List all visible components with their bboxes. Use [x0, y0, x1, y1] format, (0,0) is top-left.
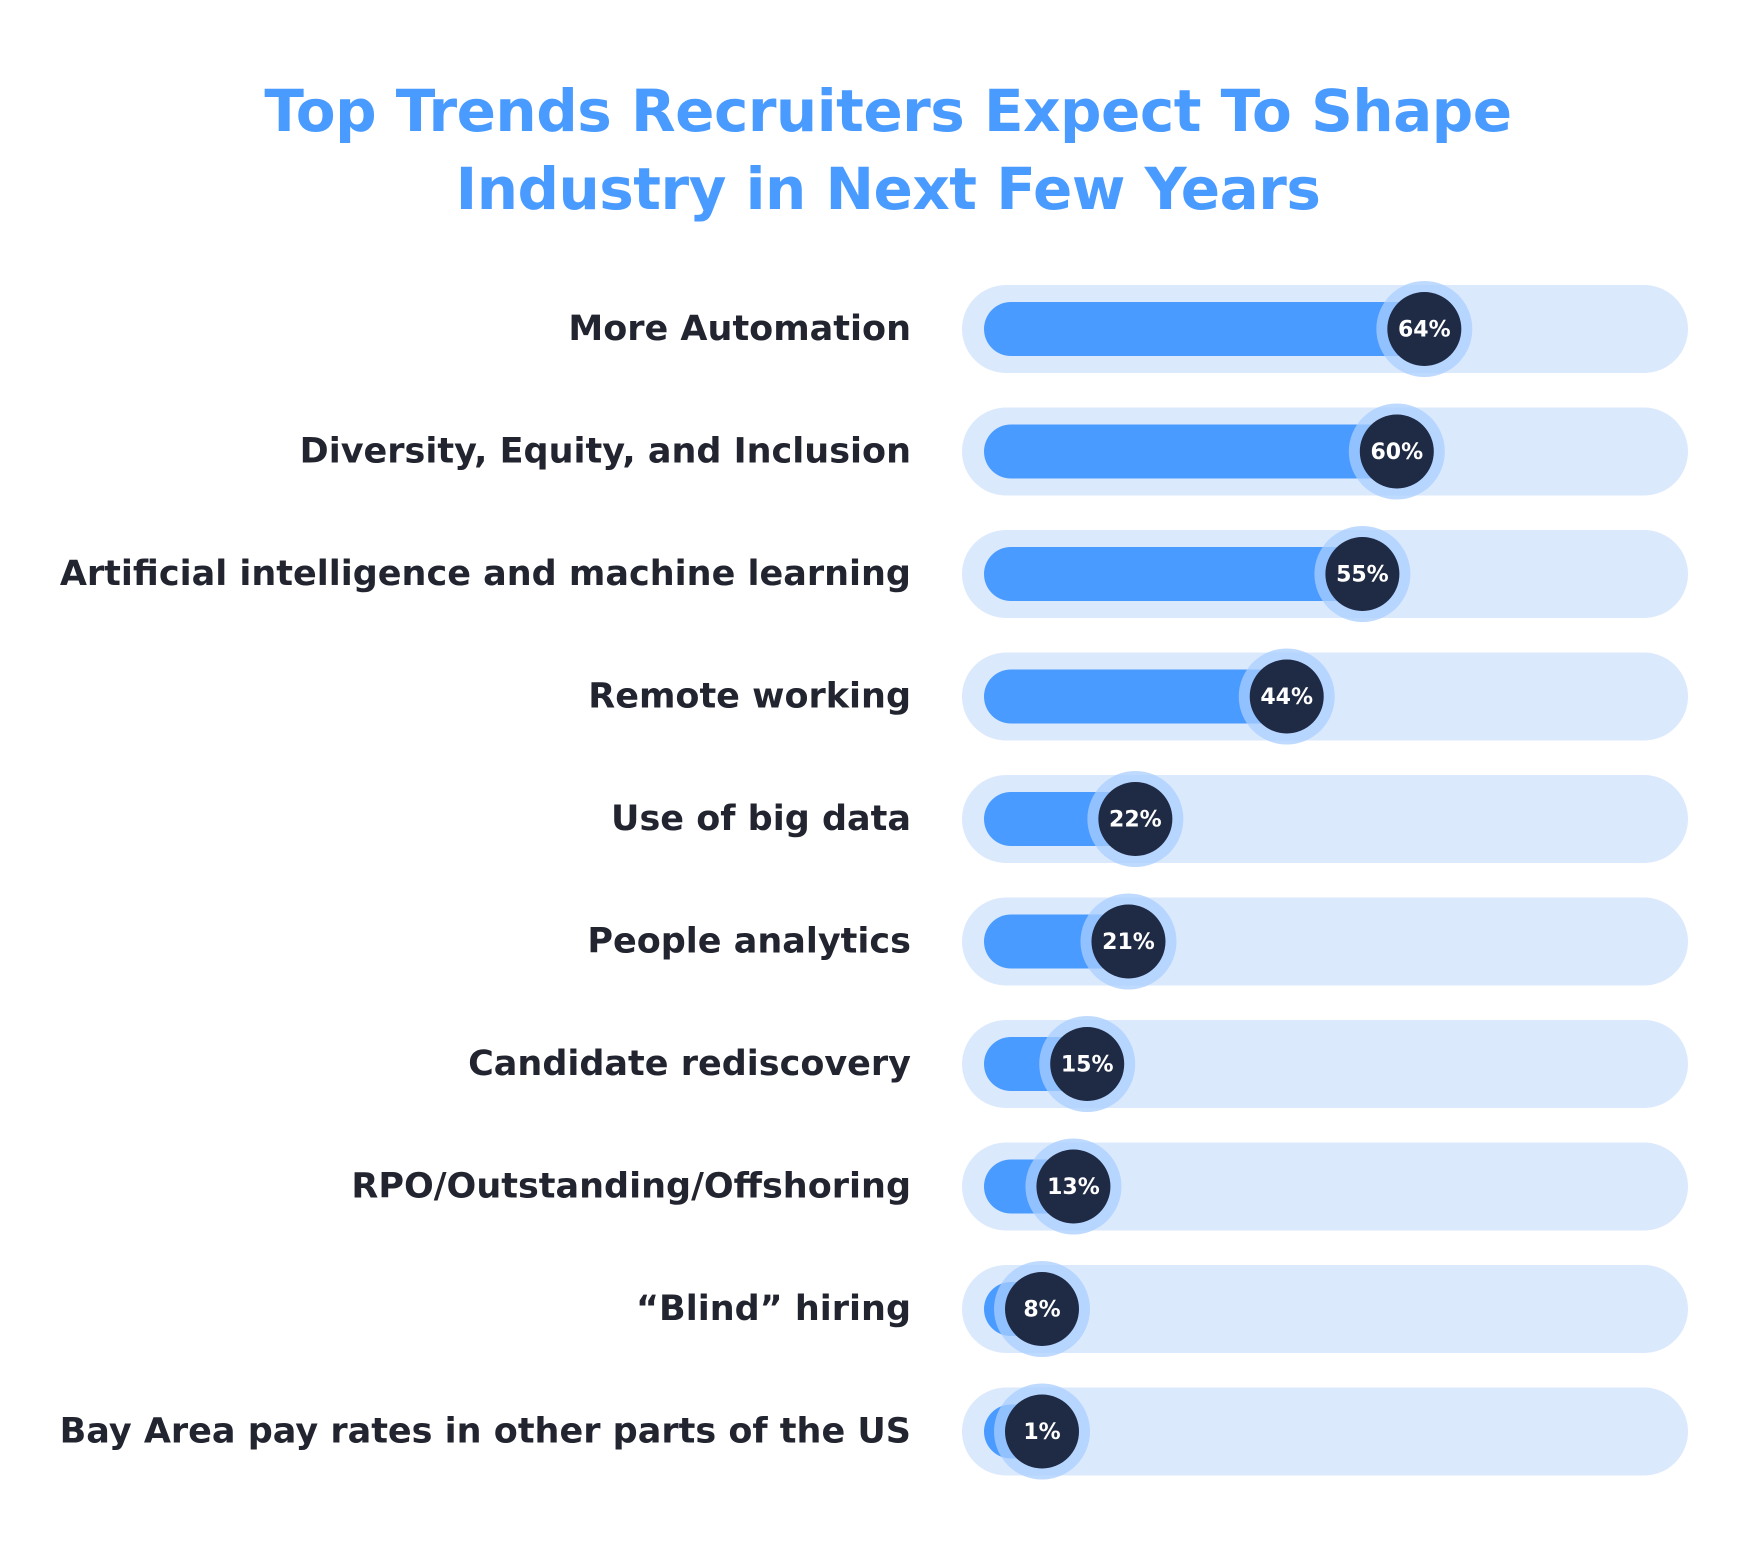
bar-track-10 [962, 1387, 1688, 1476]
value-label-7: 15% [1061, 1053, 1114, 1078]
value-label-10: 1% [1023, 1420, 1060, 1445]
bar-fill-1 [984, 302, 1425, 356]
value-label-1: 64% [1398, 318, 1451, 343]
value-label-2: 60% [1370, 440, 1423, 465]
bar-track-7 [962, 1020, 1688, 1108]
category-label-1: More Automation [568, 309, 911, 349]
value-label-3: 55% [1336, 563, 1389, 588]
chart-title-line-1: Top Trends Recruiters Expect To Shape [264, 77, 1512, 145]
value-marker-5 [1098, 782, 1173, 856]
category-label-4: Remote working [588, 677, 911, 717]
chart-title-line-2: Industry in Next Few Years [455, 155, 1321, 223]
value-label-9: 8% [1023, 1298, 1060, 1323]
chart-title: Top Trends Recruiters Expect To Shape In… [0, 72, 1760, 228]
category-label-2: Diversity, Equity, and Inclusion [300, 432, 911, 472]
value-label-4: 44% [1260, 685, 1313, 710]
category-label-9: “Blind” hiring [636, 1289, 911, 1329]
bar-fill-2 [984, 424, 1397, 479]
category-label-8: RPO/Outstanding/Offshoring [351, 1167, 911, 1207]
value-marker-10 [1005, 1394, 1079, 1469]
value-marker-2 [1359, 414, 1434, 489]
value-marker-8 [1036, 1149, 1111, 1224]
category-label-10: Bay Area pay rates in other parts of the… [60, 1412, 911, 1452]
value-marker-4 [1249, 659, 1324, 734]
category-label-3: Artificial intelligence and machine lear… [60, 554, 911, 594]
value-marker-7 [1050, 1027, 1125, 1101]
value-marker-1 [1387, 292, 1462, 366]
category-label-6: People analytics [587, 922, 911, 962]
value-label-8: 13% [1047, 1175, 1100, 1200]
bar-track-9 [962, 1265, 1688, 1353]
category-label-5: Use of big data [611, 799, 911, 839]
category-label-7: Candidate rediscovery [468, 1044, 911, 1084]
bar-track-8 [962, 1142, 1688, 1231]
value-label-6: 21% [1102, 930, 1155, 955]
value-marker-9 [1005, 1272, 1079, 1346]
value-marker-3 [1325, 537, 1400, 611]
value-marker-6 [1091, 904, 1166, 979]
value-label-5: 22% [1109, 808, 1162, 833]
bar-fill-4 [984, 669, 1287, 724]
bar-fill-3 [984, 547, 1363, 601]
